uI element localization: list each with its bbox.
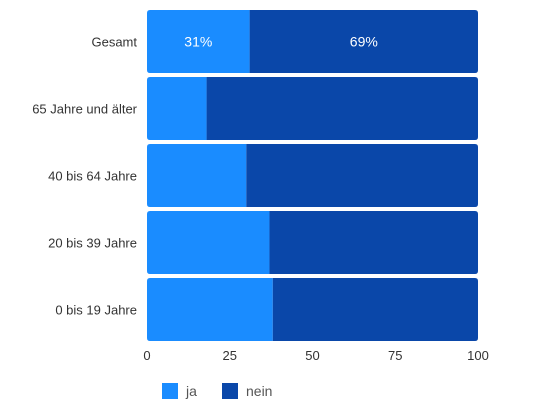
data-label-ja: 31% (184, 34, 212, 50)
x-tick-label: 75 (388, 348, 402, 363)
category-label: 65 Jahre und älter (32, 102, 137, 117)
category-label: 40 bis 64 Jahre (48, 169, 137, 184)
bar-ja-40-bis-64-jahre[interactable] (147, 144, 247, 207)
x-tick-label: 100 (467, 348, 489, 363)
bar-nein-gesamt[interactable] (249, 10, 478, 73)
bar-nein-65-jahre-und-lter[interactable] (206, 77, 478, 140)
legend-label-nein[interactable]: nein (246, 383, 272, 399)
category-label: 20 bis 39 Jahre (48, 236, 137, 251)
legend-swatch-nein (222, 383, 238, 399)
legend-label-ja[interactable]: ja (185, 383, 197, 399)
category-label: 0 bis 19 Jahre (55, 303, 137, 318)
x-tick-label: 0 (143, 348, 150, 363)
x-axis: 0 25 50 75 100 (143, 348, 488, 363)
bar-nein-40-bis-64-jahre[interactable] (246, 144, 478, 207)
legend-swatch-ja (162, 383, 178, 399)
bar-ja-65-jahre-und-lter[interactable] (147, 77, 207, 140)
bar-ja-0-bis-19-jahre[interactable] (147, 278, 273, 341)
bar-nein-20-bis-39-jahre[interactable] (269, 211, 478, 274)
category-label: Gesamt (91, 35, 137, 50)
x-tick-label: 25 (223, 348, 237, 363)
bar-ja-20-bis-39-jahre[interactable] (147, 211, 270, 274)
bars-group (147, 10, 478, 341)
bar-ja-gesamt[interactable] (147, 10, 250, 73)
legend[interactable]: ja nein (162, 383, 272, 399)
data-label-nein: 69% (350, 34, 378, 50)
data-labels: 31% 69% (184, 34, 378, 50)
bar-nein-0-bis-19-jahre[interactable] (272, 278, 478, 341)
x-tick-label: 50 (305, 348, 319, 363)
category-labels: Gesamt 65 Jahre und älter 40 bis 64 Jahre 2… (32, 35, 137, 318)
